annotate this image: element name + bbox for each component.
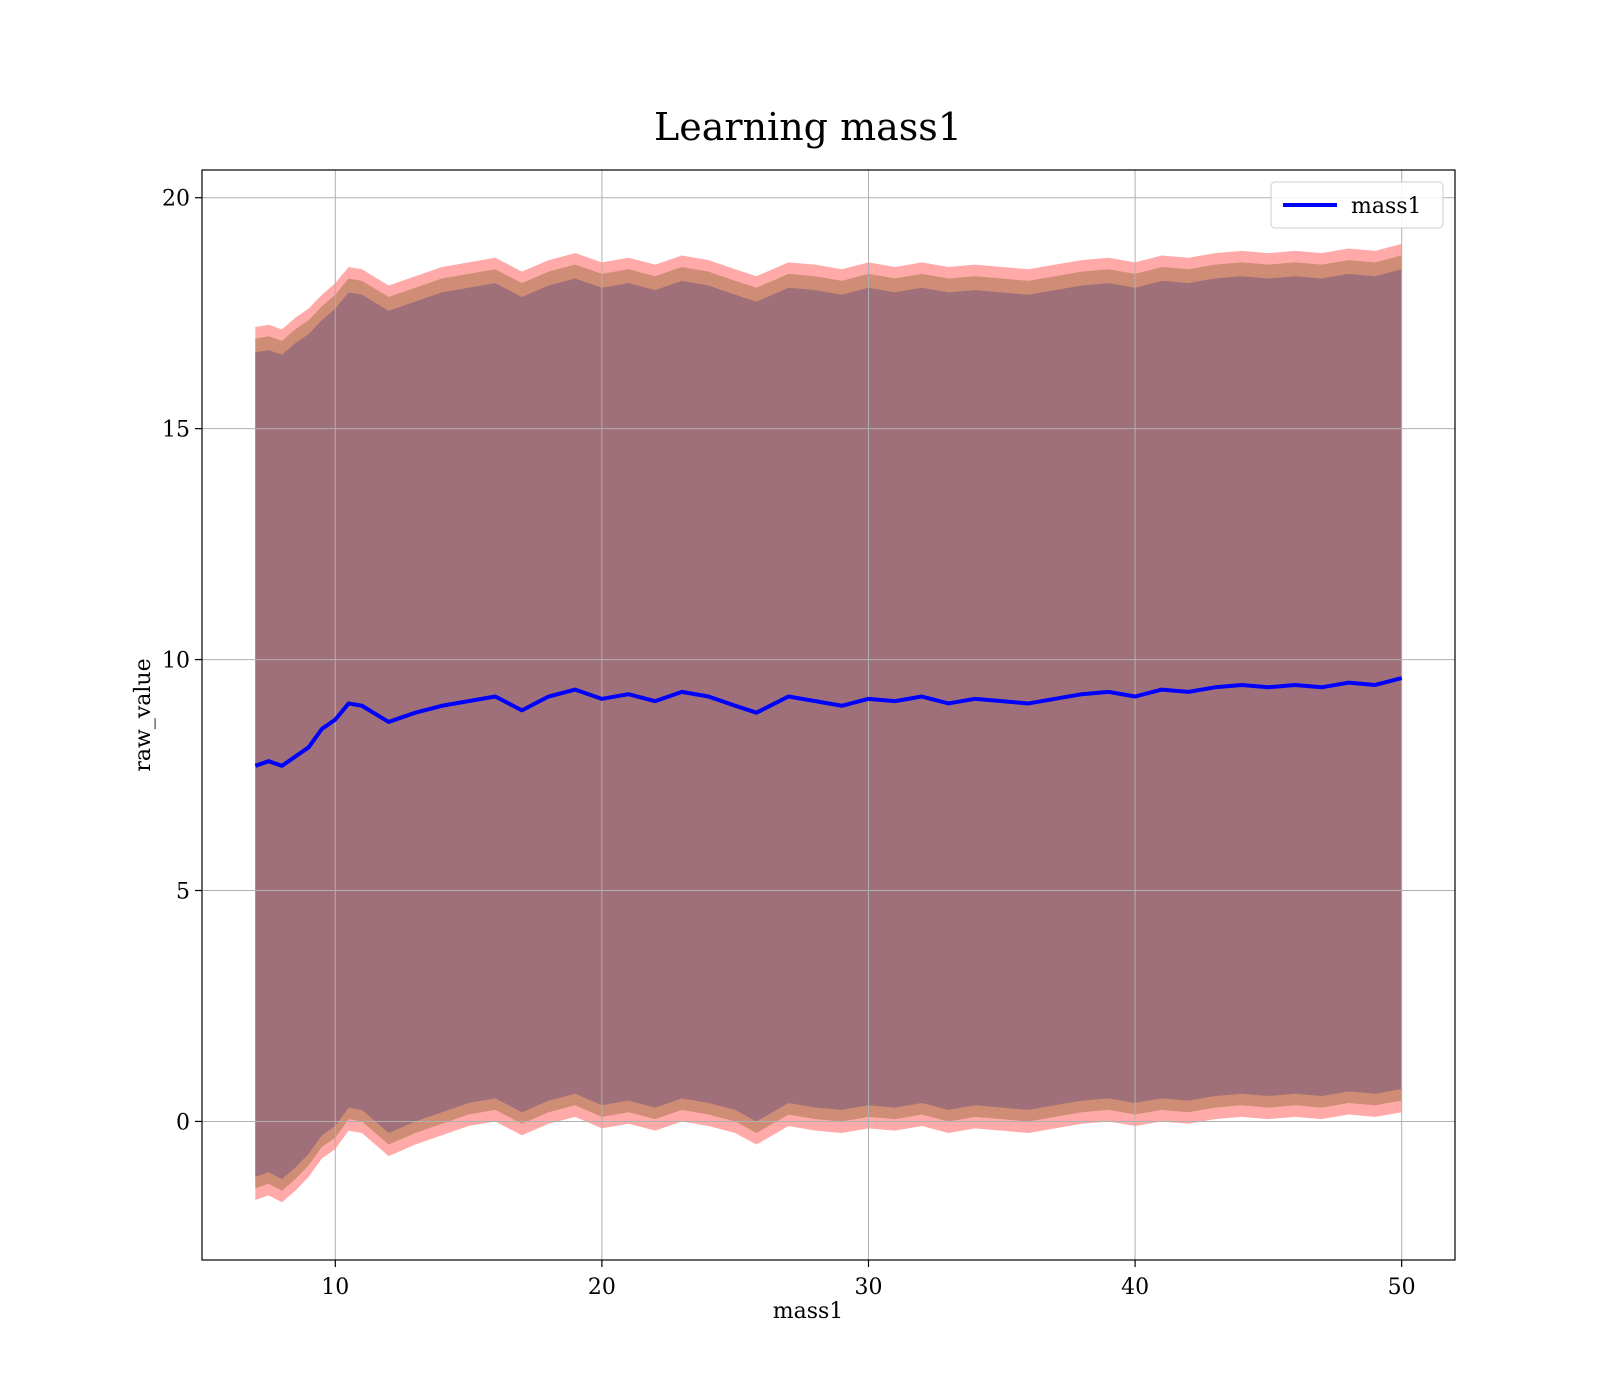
x-tick-label: 40	[1121, 1275, 1149, 1300]
y-tick-label: 15	[162, 418, 190, 443]
series-line-mass1	[254, 676, 1403, 768]
y-tick-label: 20	[162, 187, 190, 212]
y-tick-label: 10	[162, 649, 190, 674]
x-tick-label: 50	[1388, 1275, 1416, 1300]
chart-title: Learning mass1	[654, 105, 962, 149]
plot-frame	[201, 169, 1456, 1261]
confidence-band-inner	[255, 269, 1402, 1180]
plot-area: 10 20 30 40 50 0 5 10 15 20 mass1	[162, 169, 1456, 1300]
x-tick-label: 30	[854, 1275, 882, 1300]
y-tick-label: 5	[176, 880, 190, 905]
x-axis-label: mass1	[773, 1299, 844, 1324]
legend-box	[1270, 181, 1444, 229]
y-axis-label: raw_value	[131, 658, 156, 771]
legend-label-mass1: mass1	[1351, 194, 1422, 219]
x-tick-label: 20	[588, 1275, 616, 1300]
x-tick-label: 10	[321, 1275, 349, 1300]
y-tick-label: 0	[176, 1110, 190, 1135]
